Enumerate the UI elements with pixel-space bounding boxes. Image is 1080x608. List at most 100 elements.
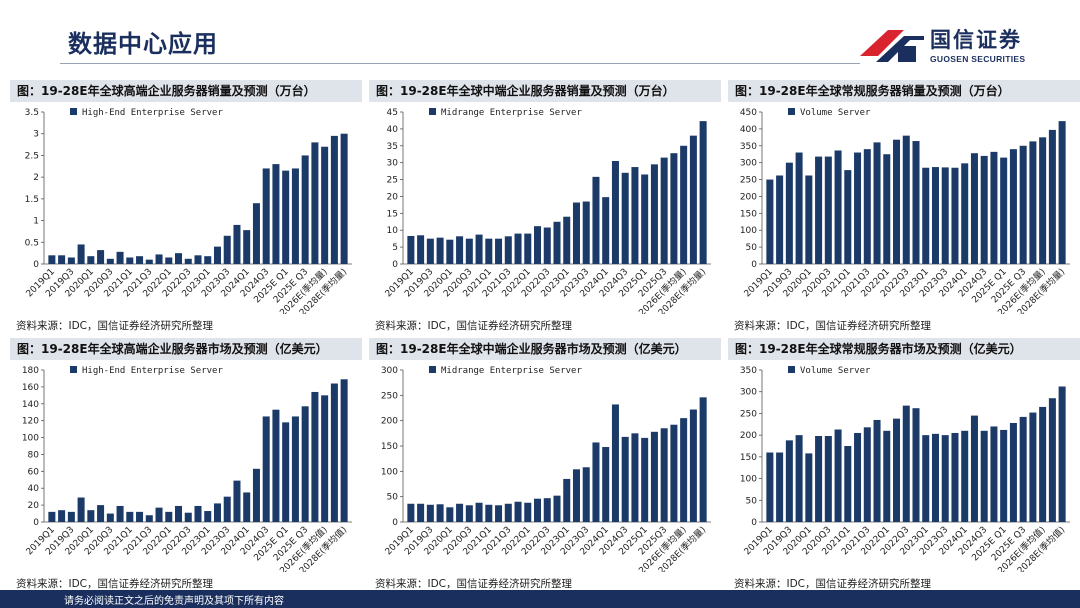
bar xyxy=(776,452,784,522)
bar xyxy=(446,507,454,522)
bar xyxy=(611,404,619,522)
bar xyxy=(311,142,319,264)
bar xyxy=(67,257,75,264)
y-tick-label: 0 xyxy=(751,260,757,270)
bar xyxy=(592,176,600,264)
y-tick-label: 0 xyxy=(751,518,757,528)
y-tick-label: 150 xyxy=(740,453,757,463)
legend-swatch xyxy=(788,366,795,373)
bar xyxy=(321,395,329,522)
y-tick-label: 0 xyxy=(33,518,39,528)
bar xyxy=(1000,157,1008,264)
bar xyxy=(485,504,493,522)
bar xyxy=(961,163,969,264)
bar xyxy=(524,233,532,264)
legend-label: Volume Server xyxy=(800,108,871,118)
bar xyxy=(262,168,270,264)
disclaimer-text: 请务必阅读正文之后的免责声明及其项下所有内容 xyxy=(64,596,284,607)
bar xyxy=(641,437,649,522)
bar xyxy=(252,203,260,264)
bar xyxy=(611,160,619,264)
y-tick-label: 300 xyxy=(740,159,757,169)
bar xyxy=(631,433,639,522)
y-tick-label: 15 xyxy=(387,209,398,219)
bar xyxy=(136,511,144,522)
y-tick-label: 100 xyxy=(22,434,39,444)
legend-swatch xyxy=(429,108,436,115)
y-tick-label: 350 xyxy=(740,142,757,152)
bar xyxy=(272,164,280,264)
bar xyxy=(980,430,988,522)
bar-chart-midrange-volume: 0 5 10 15 20 25 30 35 40 45 Midrange Enterprise Se… xyxy=(384,108,711,314)
bar xyxy=(834,150,842,264)
y-tick-label: 140 xyxy=(22,400,39,410)
chart-panel-midrange-volume: 图：19-28E年全球中端企业服务器销量及预测（万台） 0 5 10 15 20 25 30… xyxy=(369,80,721,333)
bar xyxy=(844,170,852,264)
bar xyxy=(815,436,823,522)
bar xyxy=(1029,412,1037,522)
bar xyxy=(106,258,114,264)
bar xyxy=(621,436,629,522)
bar xyxy=(194,505,202,522)
bar xyxy=(436,237,444,264)
bar xyxy=(1000,429,1008,522)
bar xyxy=(291,168,299,264)
bar xyxy=(495,238,503,264)
bar-chart-highend-volume: 0 0.5 1 1.5 2 2.5 3 3.5 High-End Enterprise Serv… xyxy=(25,108,352,314)
bar-chart-highend-market: 0 20 40 60 80 100 120 140 160 180 High-End Enterpr… xyxy=(22,366,352,572)
bar xyxy=(116,251,124,264)
bar xyxy=(631,167,639,264)
bar xyxy=(485,238,493,264)
bar xyxy=(815,156,823,264)
bar xyxy=(475,234,483,264)
y-tick-label: 300 xyxy=(740,388,757,398)
bar xyxy=(1009,149,1017,264)
y-tick-label: 450 xyxy=(740,108,757,118)
legend-label: Midrange Enterprise Server xyxy=(441,108,582,118)
y-tick-label: 100 xyxy=(381,467,398,477)
bar xyxy=(893,139,901,264)
y-tick-label: 0 xyxy=(392,260,398,270)
bar xyxy=(301,406,309,522)
bar xyxy=(1039,137,1047,264)
bar xyxy=(426,238,434,264)
y-tick-label: 0 xyxy=(392,518,398,528)
bar xyxy=(785,162,793,264)
bar xyxy=(582,467,590,522)
bar xyxy=(1039,406,1047,522)
y-tick-label: 200 xyxy=(740,192,757,202)
bar xyxy=(1029,141,1037,264)
bar xyxy=(291,416,299,522)
bar xyxy=(340,133,348,264)
bar xyxy=(563,216,571,264)
bar xyxy=(805,453,813,522)
legend-label: High-End Enterprise Server xyxy=(82,108,223,118)
chart-panel-highend-market: 图：19-28E年全球高端企业服务器市场及预测（亿美元） 0 20 40 60 80 10… xyxy=(10,338,362,591)
bar xyxy=(873,142,881,264)
bar xyxy=(97,505,105,522)
bar xyxy=(504,503,512,522)
bar xyxy=(795,435,803,522)
bar xyxy=(446,239,454,264)
bar xyxy=(563,478,571,522)
y-tick-label: 50 xyxy=(746,496,758,506)
y-tick-label: 300 xyxy=(381,366,398,376)
bar xyxy=(311,391,319,522)
y-tick-label: 5 xyxy=(392,243,398,253)
y-tick-label: 25 xyxy=(387,176,398,186)
bar xyxy=(165,257,173,264)
bar xyxy=(534,226,542,264)
bar xyxy=(77,244,85,264)
y-tick-label: 180 xyxy=(22,366,39,376)
chart-title: 图：19-28E年全球高端企业服务器市场及预测（亿美元） xyxy=(10,338,362,360)
bar xyxy=(941,435,949,522)
bar xyxy=(77,497,85,522)
bar xyxy=(670,424,678,522)
legend-swatch xyxy=(788,108,795,115)
chart-panel-volume-server-units: 图：19-28E年全球常规服务器销量及预测（万台） 0 50 100 150 200 25… xyxy=(728,80,1080,333)
bar xyxy=(680,145,688,264)
bar xyxy=(524,502,532,522)
bar xyxy=(407,235,415,264)
bar xyxy=(204,511,212,522)
